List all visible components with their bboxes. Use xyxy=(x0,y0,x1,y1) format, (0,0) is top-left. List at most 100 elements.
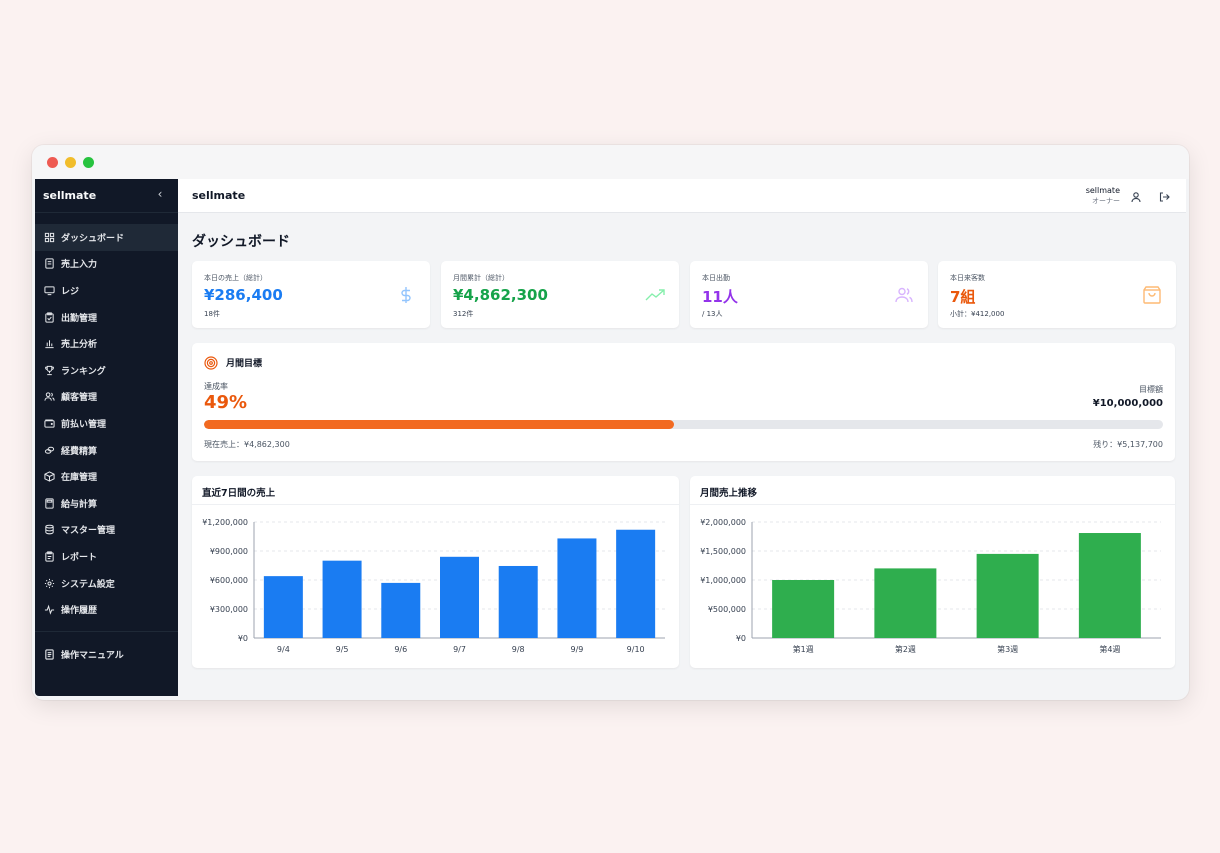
database-icon xyxy=(43,524,55,536)
chart-header: 直近7日間の売上 xyxy=(192,476,679,505)
bar[interactable] xyxy=(874,568,937,638)
bar[interactable] xyxy=(772,580,835,638)
stat-sub: 18件 xyxy=(204,310,220,318)
logout-icon[interactable] xyxy=(1158,188,1172,202)
bar-chart-monthly-trend: ¥0 ¥500,000 ¥1,000,000 ¥1,500,000 ¥2,000,000… xyxy=(700,518,1161,654)
sidebar-item-3[interactable]: 出勤管理 xyxy=(35,304,178,331)
app-window: sellmate ‹ ダッシュボード売上入力レジ出勤管理売上分析ランキング顧客管… xyxy=(32,145,1189,700)
sidebar-item-11[interactable]: マスター管理 xyxy=(35,517,178,544)
bar[interactable] xyxy=(440,556,479,638)
target-value: ¥10,000,000 xyxy=(1092,398,1163,409)
stat-value: ¥286,400 xyxy=(204,286,283,304)
stat-label: 本日出勤 xyxy=(702,274,730,282)
sidebar-item-label: 売上入力 xyxy=(61,260,98,271)
target-label: 目標額 xyxy=(1139,385,1163,394)
maximize-window-button[interactable] xyxy=(83,157,94,168)
stat-value: 11人 xyxy=(702,288,738,306)
sidebar-item-0[interactable]: ダッシュボード xyxy=(35,224,178,251)
users-icon xyxy=(43,391,55,403)
sidebar-item-manual[interactable]: 操作マニュアル xyxy=(35,641,178,668)
sidebar-item-8[interactable]: 経費精算 xyxy=(35,437,178,464)
gear-icon xyxy=(43,577,55,589)
y-tick-label: ¥500,000 xyxy=(708,605,746,614)
close-window-button[interactable] xyxy=(47,157,58,168)
users-icon xyxy=(894,285,914,305)
sidebar-item-label: システム設定 xyxy=(61,579,115,590)
chart-card-weekly-sales: 直近7日間の売上 ¥0 ¥300,000 ¥600,000 ¥900,000 ¥1,20… xyxy=(192,476,679,668)
bar[interactable] xyxy=(557,538,597,638)
sidebar-item-label: 操作履歴 xyxy=(61,606,98,617)
sidebar-item-4[interactable]: 売上分析 xyxy=(35,330,178,357)
y-tick-label: ¥0 xyxy=(736,634,746,643)
page-title: ダッシュボード xyxy=(192,234,290,250)
bar[interactable] xyxy=(322,560,362,638)
x-tick-label: 第4週 xyxy=(1099,644,1120,654)
sidebar-item-5[interactable]: ランキング xyxy=(35,357,178,384)
sidebar-item-2[interactable]: レジ xyxy=(35,277,178,304)
bar-chart-icon xyxy=(43,338,55,350)
stat-label: 月間累計（総計） xyxy=(453,274,509,282)
sidebar: sellmate ‹ ダッシュボード 売上入力 レジ 出勤管理 売上分析 ランキング 顧客管… xyxy=(35,179,178,696)
stat-sub: 312件 xyxy=(453,310,474,318)
sidebar-nav: ダッシュボード売上入力レジ出勤管理売上分析ランキング顧客管理前払い管理経費精算在… xyxy=(35,224,178,623)
sidebar-item-6[interactable]: 顧客管理 xyxy=(35,384,178,411)
bar[interactable] xyxy=(381,582,421,638)
shopping-bag-icon xyxy=(1142,285,1162,305)
activity-icon xyxy=(43,604,55,616)
bar[interactable] xyxy=(498,565,538,638)
bar[interactable] xyxy=(616,529,656,638)
stat-value: 7組 xyxy=(950,288,976,306)
coins-icon xyxy=(43,444,55,456)
x-tick-label: 9/4 xyxy=(277,645,290,654)
sidebar-item-label: 売上分析 xyxy=(61,340,98,351)
stat-value: ¥4,862,300 xyxy=(453,286,548,304)
sidebar-item-label: 前払い管理 xyxy=(61,419,107,430)
x-tick-label: 9/5 xyxy=(336,645,349,654)
bar[interactable] xyxy=(263,576,303,638)
stat-label: 本日来客数 xyxy=(950,274,985,282)
chevron-left-icon[interactable]: ‹ xyxy=(157,187,163,201)
rate-value: 49% xyxy=(204,392,248,413)
y-tick-label: ¥600,000 xyxy=(210,576,248,585)
monthly-goal-card: 月間目標 達成率 49% 目標額 ¥10,000,000 現在売上：¥4,862… xyxy=(192,343,1175,461)
manual-icon xyxy=(43,648,55,660)
box-icon xyxy=(43,471,55,483)
minimize-window-button[interactable] xyxy=(65,157,76,168)
sidebar-item-10[interactable]: 給与計算 xyxy=(35,490,178,517)
topbar-title: sellmate xyxy=(192,189,246,202)
user-role: オーナー xyxy=(1092,197,1120,205)
sidebar-item-label: レポート xyxy=(61,552,98,563)
stat-card-visitors: 本日来客数 7組 小計：¥412,000 xyxy=(938,261,1176,328)
bar[interactable] xyxy=(976,553,1039,638)
trophy-icon xyxy=(43,364,55,376)
user-icon[interactable] xyxy=(1130,188,1144,203)
topbar: sellmate sellmate オーナー xyxy=(178,179,1186,213)
main-content: sellmate sellmate オーナー ダッシュボード 本日の売上（総計）… xyxy=(178,179,1186,696)
current-sales: 現在売上：¥4,862,300 xyxy=(204,440,290,449)
sidebar-item-label: 給与計算 xyxy=(61,499,98,510)
sidebar-item-label: 顧客管理 xyxy=(61,393,98,404)
sidebar-item-14[interactable]: 操作履歴 xyxy=(35,596,178,623)
rate-label: 達成率 xyxy=(204,382,228,391)
dollar-icon xyxy=(396,285,416,305)
sidebar-item-12[interactable]: レポート xyxy=(35,543,178,570)
sidebar-item-9[interactable]: 在庫管理 xyxy=(35,463,178,490)
sidebar-item-1[interactable]: 売上入力 xyxy=(35,251,178,278)
y-tick-label: ¥1,200,000 xyxy=(202,518,248,527)
y-tick-label: ¥1,000,000 xyxy=(700,576,746,585)
sidebar-item-13[interactable]: システム設定 xyxy=(35,570,178,597)
y-tick-label: ¥300,000 xyxy=(210,605,248,614)
x-tick-label: 9/7 xyxy=(453,645,466,654)
sidebar-item-label: レジ xyxy=(61,286,80,297)
sidebar-item-7[interactable]: 前払い管理 xyxy=(35,410,178,437)
sidebar-divider xyxy=(35,631,178,632)
stat-card-attendance: 本日出勤 11人 / 13人 xyxy=(690,261,928,328)
bar[interactable] xyxy=(1078,533,1141,638)
sidebar-item-label: マスター管理 xyxy=(61,526,116,537)
grid-icon xyxy=(43,231,55,243)
sidebar-divider xyxy=(35,212,178,213)
user-name: sellmate xyxy=(1085,186,1120,195)
remaining-amount: 残り：¥5,137,700 xyxy=(1093,440,1163,449)
window-titlebar xyxy=(32,145,1189,179)
stat-label: 本日の売上（総計） xyxy=(204,274,267,282)
